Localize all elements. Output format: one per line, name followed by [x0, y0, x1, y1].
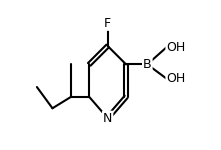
Text: B: B: [143, 58, 152, 71]
Text: N: N: [103, 112, 112, 125]
Text: OH: OH: [166, 72, 186, 85]
Text: F: F: [104, 17, 111, 30]
Text: OH: OH: [166, 41, 186, 54]
